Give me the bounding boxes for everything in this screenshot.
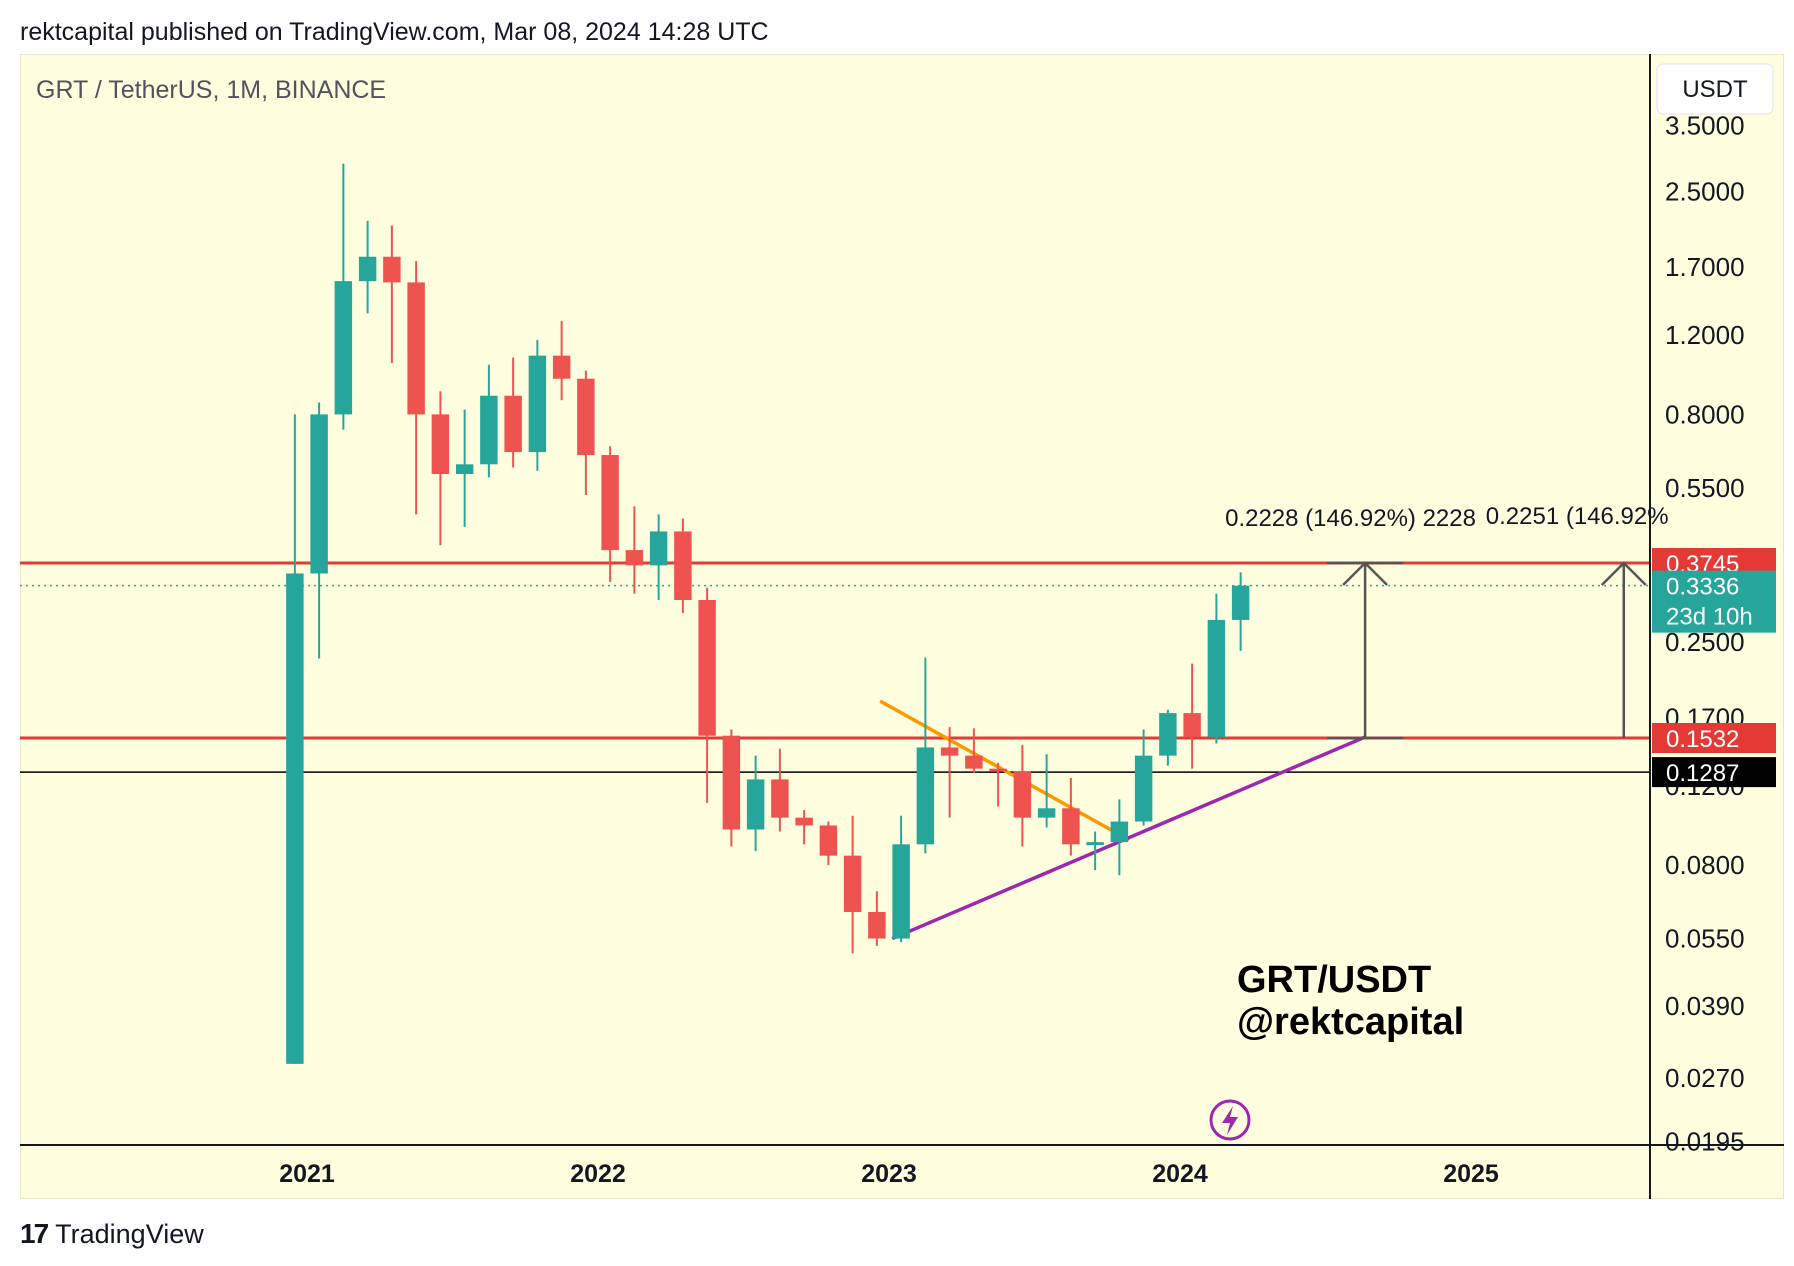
y-tick-label: 2.5000 xyxy=(1665,176,1745,206)
y-tick-label: 0.0800 xyxy=(1665,850,1745,880)
candle-body xyxy=(407,282,425,415)
candle-body xyxy=(1231,585,1250,620)
currency-label: USDT xyxy=(1682,76,1748,103)
candle-body xyxy=(795,817,813,826)
price-badge-0.1287 xyxy=(1652,757,1776,788)
candle-body xyxy=(286,573,304,1064)
x-tick-label: 2021 xyxy=(279,1160,335,1188)
candle-body xyxy=(577,378,595,456)
x-tick-label: 2025 xyxy=(1443,1160,1499,1188)
arrow-up-icon xyxy=(1600,561,1647,586)
annotation-pair: GRT/USDT xyxy=(1237,959,1431,1001)
candle-body xyxy=(989,768,1007,772)
candle-body xyxy=(722,735,741,830)
candle-body xyxy=(649,531,668,566)
chart-area[interactable] xyxy=(20,54,1784,1199)
candle-body xyxy=(601,455,619,551)
candle-body xyxy=(358,256,377,282)
measure-label: 0.2228 (146.92%) 2228 xyxy=(1225,505,1476,532)
candle-body xyxy=(1013,771,1032,818)
candle-body xyxy=(1159,713,1177,756)
y-tick-label: 1.2000 xyxy=(1665,320,1745,350)
currency-button[interactable] xyxy=(1656,63,1774,115)
x-tick-label: 2022 xyxy=(570,1160,626,1188)
uptrend-trendline xyxy=(891,735,1366,941)
candle-body xyxy=(1134,755,1153,822)
candle-body xyxy=(1062,808,1080,845)
candle-body xyxy=(892,844,910,939)
y-tick-label: 0.0270 xyxy=(1665,1063,1745,1093)
candle-body xyxy=(383,256,401,283)
tradingview-brand: TradingView xyxy=(55,1218,204,1249)
candle-body xyxy=(674,531,692,601)
annotation-handle: @rektcapital xyxy=(1237,1001,1464,1043)
candle-body xyxy=(504,395,522,453)
y-tick-label: 0.0550 xyxy=(1665,924,1745,954)
current-price-badge xyxy=(1652,570,1776,633)
candle-body xyxy=(965,755,983,769)
y-tick-label: 0.0390 xyxy=(1665,991,1745,1021)
candle-body xyxy=(1110,821,1129,843)
candle-body xyxy=(916,747,935,845)
current-price-badge-countdown: 23d 10h xyxy=(1666,604,1753,631)
y-tick-label: 0.8000 xyxy=(1665,399,1745,429)
tradingview-logo-icon: 17 xyxy=(20,1218,49,1249)
candle-body xyxy=(819,825,838,856)
lightning-bolt-glyph xyxy=(1222,1106,1238,1135)
candle-body xyxy=(431,414,450,475)
price-badge-0.1287-text: 0.1287 xyxy=(1666,760,1739,787)
candle-body xyxy=(940,747,959,756)
price-badge-0.1532 xyxy=(1652,723,1776,753)
candle-body xyxy=(480,395,498,465)
candle-body xyxy=(746,779,765,830)
candle-body xyxy=(455,464,474,475)
candle-body xyxy=(698,600,716,736)
publish-header: rektcapital published on TradingView.com… xyxy=(20,18,769,46)
y-tick-label: 0.5500 xyxy=(1665,473,1745,503)
y-tick-label: 0.0195 xyxy=(1665,1127,1745,1157)
candle-body xyxy=(868,911,886,939)
candle-body xyxy=(1086,842,1104,846)
current-price-badge-text: 0.3336 xyxy=(1666,574,1739,601)
x-tick-label: 2023 xyxy=(861,1160,917,1188)
x-tick-label: 2024 xyxy=(1152,1160,1208,1188)
candle-body xyxy=(1037,808,1056,818)
tradingview-footer: 17 TradingView xyxy=(20,1218,204,1250)
candle-body xyxy=(625,550,644,566)
candle-body xyxy=(552,355,571,379)
measure-label: 0.2251 (146.92% xyxy=(1486,503,1669,530)
price-badge-0.1532-text: 0.1532 xyxy=(1666,726,1739,753)
candle-body xyxy=(528,355,547,453)
candle-body xyxy=(1207,619,1226,737)
y-tick-label: 3.5000 xyxy=(1665,110,1745,140)
candle-body xyxy=(334,281,353,415)
y-tick-label: 1.7000 xyxy=(1665,252,1745,282)
candle-body xyxy=(843,855,862,912)
chart-title: GRT / TetherUS, 1M, BINANCE xyxy=(36,76,386,104)
candle-body xyxy=(771,779,789,818)
candle-body xyxy=(1183,713,1201,737)
candle-body xyxy=(310,414,328,574)
lightning-bolt-icon[interactable] xyxy=(1209,1099,1251,1141)
